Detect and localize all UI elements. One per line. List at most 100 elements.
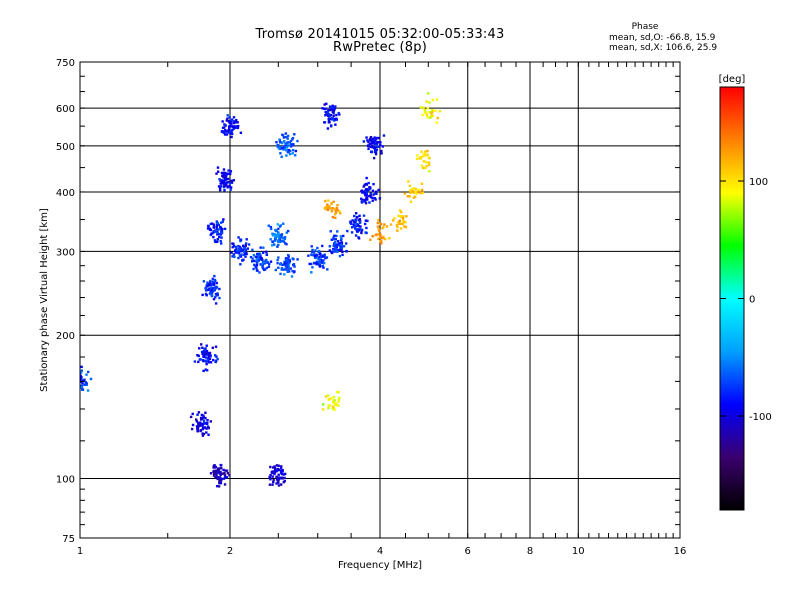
data-point [202, 351, 205, 354]
x-tick-label: 6 [465, 546, 471, 557]
data-point [342, 245, 346, 248]
data-point [377, 227, 380, 231]
data-point [223, 227, 227, 231]
data-point [337, 248, 340, 252]
data-point [393, 217, 396, 220]
data-point [224, 181, 227, 185]
data-point [237, 252, 241, 255]
data-point [216, 231, 219, 234]
data-point [275, 475, 278, 479]
data-point [398, 209, 402, 212]
data-point [277, 464, 280, 467]
data-point [263, 268, 267, 271]
data-point [243, 252, 247, 255]
data-point [220, 472, 224, 475]
data-point [253, 259, 256, 263]
data-point [279, 467, 283, 470]
data-point [214, 465, 218, 469]
data-point [283, 476, 286, 480]
data-point [422, 160, 426, 163]
data-point [315, 255, 318, 258]
data-point [272, 478, 275, 482]
data-point [228, 121, 231, 125]
data-point [234, 125, 238, 128]
data-point [231, 128, 234, 132]
data-point [191, 412, 194, 416]
data-point [275, 478, 279, 481]
data-point [247, 243, 251, 246]
data-point [420, 150, 423, 153]
data-point [338, 210, 341, 213]
data-point [203, 354, 206, 357]
data-point [225, 183, 228, 186]
data-point [334, 211, 338, 214]
data-point [215, 359, 218, 362]
data-point [438, 110, 442, 113]
data-point [424, 166, 427, 170]
data-point [380, 242, 383, 245]
data-point [280, 236, 283, 239]
chart-subtitle: RwPretec (8p) [333, 40, 427, 55]
data-point [435, 98, 439, 101]
y-tick-label: 750 [56, 58, 75, 69]
data-point [325, 205, 328, 208]
data-point [292, 144, 295, 147]
data-point [365, 176, 368, 180]
data-point [383, 237, 387, 241]
data-point [203, 426, 207, 429]
data-point [275, 229, 278, 232]
data-point [207, 433, 210, 436]
data-point [236, 124, 240, 128]
data-point [382, 235, 385, 239]
data-point [222, 126, 226, 129]
data-point [332, 200, 335, 204]
data-point [222, 173, 225, 176]
data-point [335, 113, 338, 117]
data-point [225, 174, 228, 177]
data-point [256, 255, 260, 259]
data-point [296, 258, 299, 261]
data-point [204, 359, 207, 362]
data-point [227, 128, 230, 132]
data-point [421, 113, 424, 117]
data-point [220, 231, 224, 235]
data-point [326, 127, 330, 130]
data-point [213, 289, 216, 292]
data-point [332, 119, 336, 122]
data-point [216, 166, 220, 169]
data-point [427, 161, 431, 164]
data-point [323, 253, 326, 256]
x-tick-label: 1 [77, 546, 83, 557]
data-point [200, 350, 204, 354]
data-point [273, 233, 276, 236]
data-point [404, 221, 407, 224]
data-point [261, 265, 264, 269]
data-point [362, 140, 366, 143]
data-point [269, 260, 273, 263]
data-point [324, 199, 327, 203]
data-point [204, 356, 208, 359]
data-point [223, 133, 227, 136]
data-point [223, 123, 226, 126]
data-point [417, 188, 421, 192]
data-point [284, 132, 288, 135]
data-point [425, 113, 429, 117]
data-point [279, 477, 282, 480]
data-point [311, 266, 314, 269]
data-point [199, 416, 203, 420]
data-point [370, 150, 373, 153]
data-point [401, 216, 405, 220]
data-point [421, 191, 425, 195]
data-point [424, 111, 427, 115]
data-point [273, 465, 276, 468]
data-point [286, 266, 289, 269]
data-point [222, 179, 225, 183]
data-point [332, 238, 336, 241]
data-point [235, 118, 238, 122]
data-point [427, 163, 431, 167]
data-point [361, 198, 365, 202]
data-point [380, 152, 383, 155]
data-point [336, 404, 340, 407]
data-point [250, 260, 254, 263]
data-point [276, 467, 279, 471]
